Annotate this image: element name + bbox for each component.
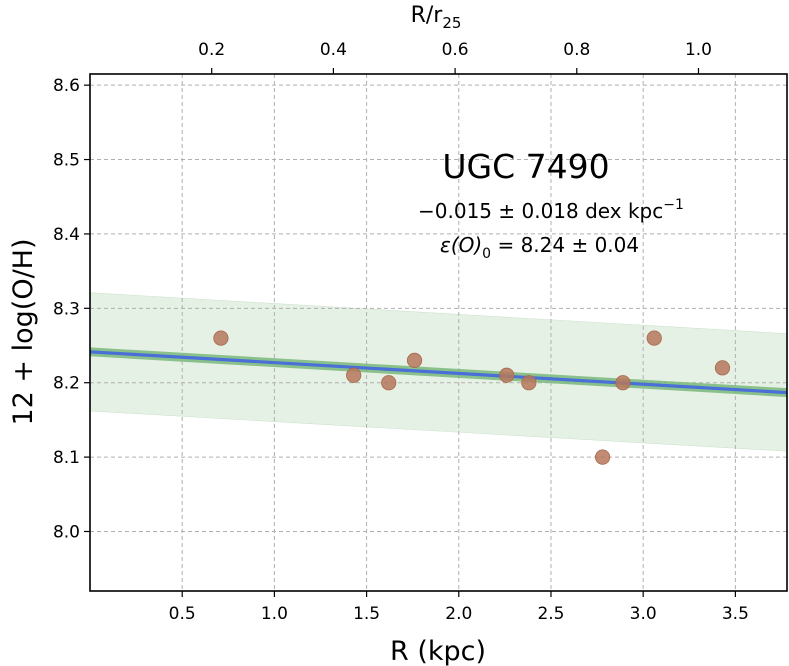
epsilon-value: = 8.24 ± 0.04 [491,233,639,257]
epsilon-subscript: 0 [482,246,491,262]
y-tick-label: 8.6 [53,76,80,96]
x-tick-label: 3.0 [630,604,657,624]
data-point [646,330,662,346]
y-tick-label: 8.2 [53,374,80,394]
data-point [714,360,731,376]
data-point [381,375,397,391]
y-tick-label: 8.4 [53,225,80,245]
data-point [595,449,611,465]
x-tick-label: 0.5 [169,604,196,624]
y-tick-label: 8.5 [53,151,80,171]
chart-title: UGC 7490 [442,147,609,186]
plot-frame [89,73,788,592]
y-tick-label: 8.1 [53,448,80,468]
data-point [346,367,362,383]
y-tick-label: 8.0 [53,522,80,542]
grid-layer [90,74,787,591]
x-tick-label: 2.5 [537,604,564,624]
top-axis-label-main: R/r [411,3,444,28]
epsilon-symbol: ε [440,233,451,257]
top-axis-label: R/r25 [411,3,462,32]
x-tick-label: 2.0 [445,604,472,624]
top-tick-label: 0.4 [320,40,347,60]
x-axis-label: R (kpc) [390,636,486,666]
gradient-annotation: −0.015 ± 0.018 dex kpc−1 [418,197,684,223]
top-tick-label: 0.8 [563,40,590,60]
tick-layer: 0.5 1.0 1.5 2.0 2.5 3.0 3.5 8.0 8.1 8.2 8.3 8.4 8.5 8… [53,40,749,624]
gradient-text: −0.015 ± 0.018 dex kpc [418,199,663,223]
central-abundance-annotation: ε(O)0 = 8.24 ± 0.04 [440,233,639,262]
top-tick-label: 0.6 [442,40,469,60]
top-axis-label-sub: 25 [442,14,461,32]
x-tick-label: 3.5 [722,604,749,624]
fit-line [89,350,788,395]
gradient-superscript: −1 [663,197,684,213]
x-tick-label: 1.5 [353,604,380,624]
y-axis-label: 12 + log(O/H) [8,238,39,425]
top-tick-label: 1.0 [685,40,712,60]
data-point [213,330,229,346]
y-tick-label: 8.3 [53,299,80,319]
data-point [521,375,537,391]
epsilon-open: (O) [451,233,482,257]
data-point [406,352,423,368]
data-point [499,367,515,383]
top-tick-label: 0.2 [198,40,225,60]
data-point [615,375,631,391]
x-tick-label: 1.0 [261,604,288,624]
series-layer [89,330,788,465]
